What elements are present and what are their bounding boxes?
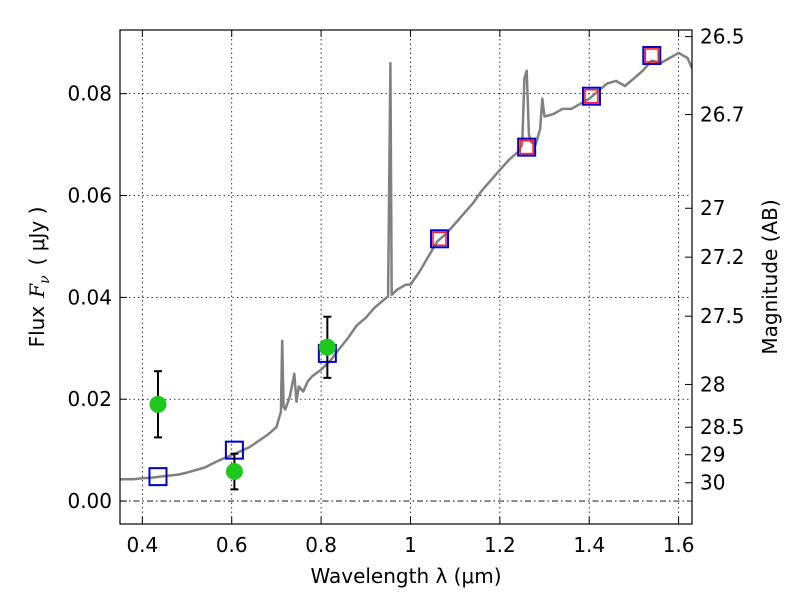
- mag-tick-label: 29: [700, 443, 725, 467]
- plot-frame: [119, 29, 693, 525]
- mag-tick-label: 30: [700, 471, 725, 495]
- y-tick-label: 0.06: [67, 184, 112, 208]
- y-label-unit: ( μJy ): [25, 207, 49, 266]
- sed-model-line: [120, 51, 692, 481]
- detection-marker: [584, 88, 599, 104]
- model-photometry-marker: [581, 86, 601, 106]
- observed-point: [149, 395, 167, 413]
- x-tick-label: 1.6: [663, 533, 695, 557]
- detection-marker: [432, 231, 447, 247]
- x-axis-label: Wavelength λ (μm): [310, 564, 501, 588]
- x-tick-label: 1: [404, 533, 417, 557]
- model-photometry-marker: [517, 137, 537, 157]
- x-tick-label: 1.4: [573, 533, 605, 557]
- plot-area: [120, 45, 692, 491]
- x-tick-label: 0.4: [126, 533, 158, 557]
- observed-point: [318, 338, 336, 356]
- model-photometry-marker: [642, 45, 662, 65]
- y-tick-label: 0.00: [67, 489, 112, 513]
- right-axis-label: Magnitude (AB): [758, 199, 782, 354]
- y-label-prefix: Flux: [25, 306, 49, 348]
- mag-tick-label: 27.2: [700, 245, 745, 269]
- mag-tick-label: 28: [700, 372, 725, 396]
- y-tick-label: 0.08: [67, 82, 112, 106]
- y-axis-label: Flux Fν ( μJy ): [25, 207, 53, 348]
- x-tick-label: 1.2: [484, 533, 516, 557]
- y-label-subscript: ν: [37, 275, 53, 284]
- y-label-symbol: F: [25, 283, 49, 299]
- mag-tick-label: 26.7: [700, 103, 745, 127]
- model-photometry-marker: [430, 229, 450, 249]
- axes: 0.4 0.6 0.8 1 1.2 1.4 1.6 0.00 0.02 0.04 0.06 0.08 2…: [67, 25, 744, 557]
- mag-tick-label: 26.5: [700, 25, 745, 49]
- grid: [120, 30, 692, 524]
- model-photometry-marker: [148, 467, 168, 487]
- y-tick-label: 0.04: [67, 285, 112, 309]
- mag-tick-label: 28.5: [700, 415, 745, 439]
- x-tick-label: 0.8: [305, 533, 337, 557]
- x-tick-label: 0.6: [216, 533, 248, 557]
- y-tick-label: 0.02: [67, 387, 112, 411]
- observed-point: [225, 463, 243, 481]
- mag-tick-label: 27: [700, 196, 725, 220]
- detection-marker: [644, 48, 660, 63]
- mag-tick-label: 27.5: [700, 304, 745, 328]
- detection-marker: [519, 139, 534, 155]
